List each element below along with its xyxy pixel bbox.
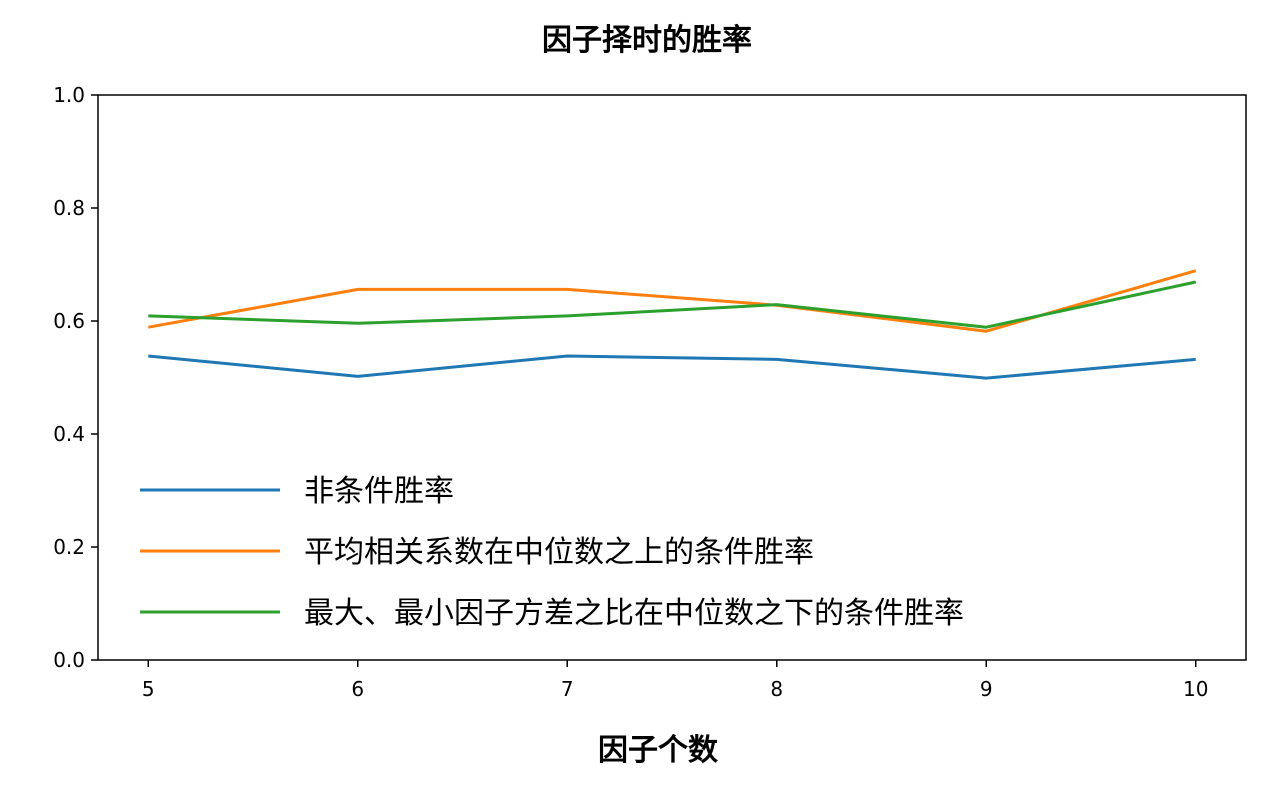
plot-frame xyxy=(97,94,1247,661)
y-tick-label: 0.4 xyxy=(53,422,85,446)
plot-lines xyxy=(148,269,1197,380)
y-tick-label: 0.6 xyxy=(53,309,85,333)
y-tick-label: 0.8 xyxy=(53,196,85,220)
series-line-3 xyxy=(148,280,1197,329)
x-tick-label: 8 xyxy=(770,677,783,701)
series-line-1 xyxy=(148,354,1196,380)
x-tick-label: 7 xyxy=(561,677,574,701)
chart-title: 因子择时的胜率 xyxy=(542,23,752,58)
x-tick-label: 10 xyxy=(1183,677,1208,701)
x-axis: 5 6 7 8 9 10 xyxy=(142,660,1208,701)
legend-label-2: 平均相关系数在中位数之上的条件胜率 xyxy=(304,535,814,570)
x-tick-label: 6 xyxy=(351,677,364,701)
x-axis-label: 因子个数 xyxy=(598,733,719,768)
y-tick-label: 0.0 xyxy=(53,648,85,672)
legend: 非条件胜率平均相关系数在中位数之上的条件胜率最大、最小因子方差之比在中位数之下的… xyxy=(140,474,964,631)
x-tick-label: 9 xyxy=(980,677,993,701)
legend-label-1: 非条件胜率 xyxy=(304,474,454,509)
legend-label-3: 最大、最小因子方差之比在中位数之下的条件胜率 xyxy=(304,596,964,631)
y-axis: 0.0 0.2 0.4 0.6 0.8 1.0 xyxy=(53,83,98,672)
y-tick-label: 1.0 xyxy=(53,83,85,107)
x-tick-label: 5 xyxy=(142,677,155,701)
y-tick-label: 0.2 xyxy=(53,535,85,559)
